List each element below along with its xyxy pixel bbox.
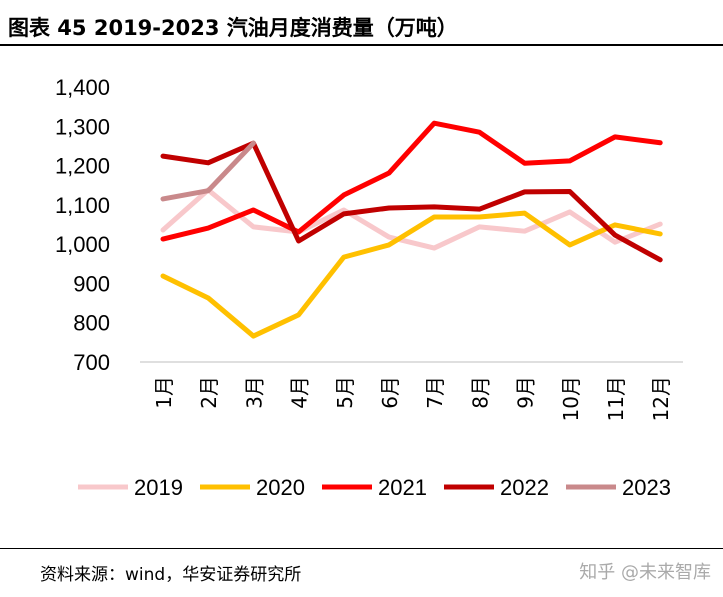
- footer-divider: [0, 548, 723, 549]
- x-tick-label: 8月: [468, 376, 492, 409]
- x-tick-label: 7月: [423, 376, 447, 409]
- series-line-2019: [160, 187, 663, 251]
- title-divider: [0, 44, 723, 46]
- y-tick-label: 1,000: [55, 232, 110, 257]
- series-line-2022: [160, 140, 663, 263]
- x-tick-label: 9月: [514, 376, 538, 409]
- y-tick-label: 800: [73, 311, 110, 336]
- legend-label: 2023: [622, 475, 671, 500]
- y-tick-label: 1,100: [55, 193, 110, 218]
- y-tick-label: 1,400: [55, 75, 110, 100]
- source-note: 资料来源：wind，华安证券研究所: [40, 565, 302, 585]
- x-tick-label: 3月: [242, 376, 266, 409]
- x-tick-label: 10月: [559, 376, 583, 421]
- y-tick-label: 1,200: [55, 154, 110, 179]
- series-line-2020: [160, 210, 663, 339]
- x-tick-label: 5月: [333, 376, 357, 409]
- watermark: 知乎 @未来智库: [579, 562, 711, 583]
- x-tick-label: 11月: [604, 376, 628, 421]
- legend-label: 2021: [378, 475, 427, 500]
- legend-label: 2022: [500, 475, 549, 500]
- x-tick-label: 4月: [288, 376, 312, 409]
- series-line-2023: [160, 140, 256, 202]
- x-tick-label: 6月: [378, 376, 402, 409]
- y-tick-label: 900: [73, 271, 110, 296]
- legend-label: 2019: [134, 475, 183, 500]
- x-tick-label: 2月: [197, 376, 221, 409]
- chart-title: 图表 45 2019-2023 汽油月度消费量（万吨）: [8, 16, 458, 40]
- x-tick-label: 1月: [152, 376, 176, 409]
- y-tick-label: 1,300: [55, 114, 110, 139]
- y-tick-label: 700: [73, 350, 110, 375]
- legend-label: 2020: [256, 475, 305, 500]
- x-tick-label: 12月: [649, 376, 673, 421]
- series-line-2021: [160, 120, 663, 242]
